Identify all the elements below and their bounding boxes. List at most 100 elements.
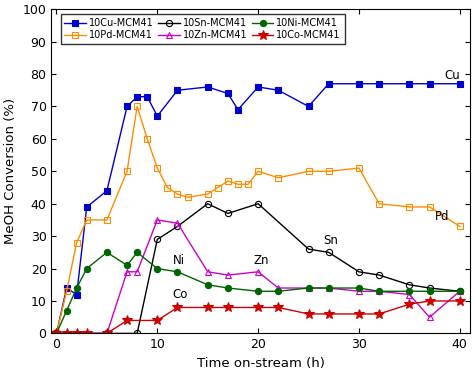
10Ni-MCM41 (457, 289, 463, 294)
10Co-MCM41 (457, 299, 463, 303)
10Sn-MCM41 (427, 286, 432, 290)
10Cu-MCM41 (306, 104, 311, 109)
10Pd-MCM41 (155, 166, 160, 170)
10Sn-MCM41 (255, 202, 261, 206)
10Ni-MCM41 (174, 270, 180, 274)
10Zn-MCM41 (174, 221, 180, 226)
Y-axis label: MeOH Conversion (%): MeOH Conversion (%) (4, 98, 17, 244)
10Zn-MCM41 (134, 270, 140, 274)
Text: Sn: Sn (324, 234, 338, 247)
10Zn-MCM41 (275, 286, 281, 290)
10Pd-MCM41 (164, 185, 170, 190)
10Cu-MCM41 (407, 82, 412, 86)
Line: 10Cu-MCM41: 10Cu-MCM41 (54, 81, 463, 337)
Legend: 10Cu-MCM41, 10Pd-MCM41, 10Sn-MCM41, 10Zn-MCM41, 10Ni-MCM41, 10Co-MCM41: 10Cu-MCM41, 10Pd-MCM41, 10Sn-MCM41, 10Zn… (61, 14, 345, 44)
10Pd-MCM41 (306, 169, 311, 174)
Text: Ni: Ni (173, 254, 184, 267)
10Sn-MCM41 (205, 202, 210, 206)
10Ni-MCM41 (155, 266, 160, 271)
10Co-MCM41 (275, 305, 281, 310)
10Zn-MCM41 (225, 273, 231, 277)
10Cu-MCM41 (155, 114, 160, 119)
Line: 10Co-MCM41: 10Co-MCM41 (52, 296, 465, 338)
10Pd-MCM41 (457, 224, 463, 229)
10Ni-MCM41 (124, 263, 130, 267)
Line: 10Pd-MCM41: 10Pd-MCM41 (54, 103, 463, 337)
Line: 10Ni-MCM41: 10Ni-MCM41 (54, 249, 463, 337)
10Ni-MCM41 (54, 331, 59, 335)
10Sn-MCM41 (225, 211, 231, 216)
10Pd-MCM41 (174, 192, 180, 196)
10Ni-MCM41 (326, 286, 331, 290)
10Sn-MCM41 (376, 273, 382, 277)
10Cu-MCM41 (427, 82, 432, 86)
10Co-MCM41 (155, 318, 160, 323)
10Ni-MCM41 (275, 289, 281, 294)
10Cu-MCM41 (124, 104, 130, 109)
10Zn-MCM41 (205, 270, 210, 274)
10Ni-MCM41 (134, 250, 140, 255)
Text: Zn: Zn (253, 254, 269, 267)
10Co-MCM41 (306, 312, 311, 316)
10Zn-MCM41 (54, 331, 59, 335)
10Ni-MCM41 (64, 309, 69, 313)
Text: Cu: Cu (445, 69, 460, 82)
10Sn-MCM41 (134, 331, 140, 335)
10Zn-MCM41 (407, 292, 412, 297)
X-axis label: Time on-stream (h): Time on-stream (h) (197, 357, 325, 370)
Line: 10Zn-MCM41: 10Zn-MCM41 (53, 217, 463, 337)
10Pd-MCM41 (235, 182, 241, 187)
10Sn-MCM41 (174, 224, 180, 229)
10Pd-MCM41 (356, 166, 362, 170)
10Pd-MCM41 (225, 179, 231, 183)
10Co-MCM41 (74, 331, 80, 335)
10Cu-MCM41 (376, 82, 382, 86)
10Ni-MCM41 (376, 289, 382, 294)
10Cu-MCM41 (205, 85, 210, 89)
10Pd-MCM41 (84, 218, 90, 222)
Text: Pd: Pd (435, 210, 449, 223)
10Zn-MCM41 (356, 289, 362, 294)
10Cu-MCM41 (64, 286, 69, 290)
10Co-MCM41 (407, 302, 412, 306)
10Pd-MCM41 (215, 185, 220, 190)
10Cu-MCM41 (84, 205, 90, 209)
10Pd-MCM41 (64, 289, 69, 294)
10Pd-MCM41 (134, 104, 140, 109)
10Zn-MCM41 (427, 315, 432, 319)
10Pd-MCM41 (427, 205, 432, 209)
10Pd-MCM41 (407, 205, 412, 209)
10Sn-MCM41 (155, 237, 160, 242)
10Co-MCM41 (104, 331, 110, 335)
10Co-MCM41 (174, 305, 180, 310)
10Cu-MCM41 (174, 88, 180, 92)
10Co-MCM41 (225, 305, 231, 310)
10Cu-MCM41 (225, 91, 231, 96)
10Sn-MCM41 (407, 282, 412, 287)
10Pd-MCM41 (245, 182, 251, 187)
10Pd-MCM41 (376, 202, 382, 206)
10Pd-MCM41 (205, 192, 210, 196)
10Sn-MCM41 (306, 247, 311, 251)
10Co-MCM41 (205, 305, 210, 310)
10Sn-MCM41 (54, 331, 59, 335)
10Ni-MCM41 (205, 282, 210, 287)
10Ni-MCM41 (74, 286, 80, 290)
10Zn-MCM41 (124, 270, 130, 274)
10Cu-MCM41 (326, 82, 331, 86)
10Sn-MCM41 (104, 331, 110, 335)
10Cu-MCM41 (104, 188, 110, 193)
10Pd-MCM41 (255, 169, 261, 174)
10Zn-MCM41 (376, 289, 382, 294)
10Pd-MCM41 (275, 175, 281, 180)
Text: Co: Co (173, 288, 188, 301)
10Sn-MCM41 (326, 250, 331, 255)
10Co-MCM41 (376, 312, 382, 316)
10Co-MCM41 (84, 331, 90, 335)
10Cu-MCM41 (134, 95, 140, 99)
10Ni-MCM41 (407, 289, 412, 294)
10Co-MCM41 (255, 305, 261, 310)
10Cu-MCM41 (356, 82, 362, 86)
10Co-MCM41 (64, 331, 69, 335)
10Zn-MCM41 (306, 286, 311, 290)
